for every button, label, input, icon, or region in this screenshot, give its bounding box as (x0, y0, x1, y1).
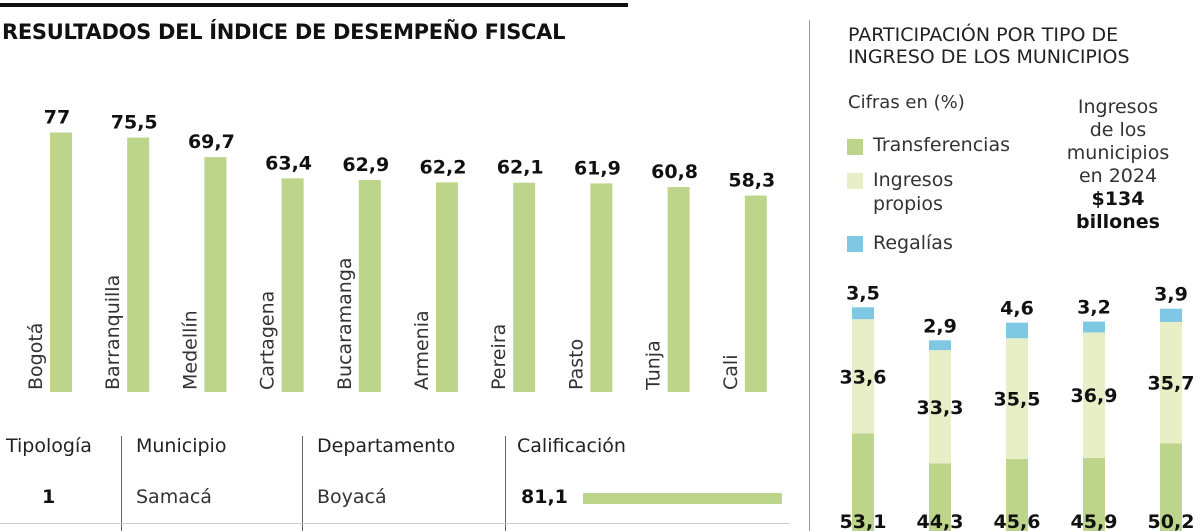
bar-value-label: 60,8 (651, 161, 698, 183)
category-label: Bucaramanga (334, 257, 356, 390)
stacked-segment-ingresos-propios (1083, 332, 1105, 458)
segment-value-label: 53,1 (840, 511, 887, 531)
stacked-segment-ingresos-propios (852, 319, 874, 434)
note-amount: $134 (1091, 188, 1145, 210)
segment-value-label: 36,9 (1071, 385, 1118, 407)
bar-value-label: 61,9 (574, 157, 621, 179)
right-chart-title: PARTICIPACIÓN POR TIPO DE INGRESO DE LOS… (848, 24, 1130, 68)
segment-value-label: 33,6 (840, 366, 887, 388)
segment-value-label: 3,9 (1154, 284, 1188, 306)
right-title-line2: INGRESO DE LOS MUNICIPIOS (848, 46, 1130, 68)
bar-bucaramanga (358, 180, 381, 392)
row-tipologia: 1 (42, 486, 56, 508)
bar-value-label: 69,7 (188, 131, 235, 153)
bar-value-label: 62,9 (342, 154, 389, 176)
bar-cali (744, 195, 767, 392)
legend-swatch-regalias (847, 236, 863, 252)
segment-value-label: 44,3 (917, 511, 964, 531)
bar-pasto (590, 183, 613, 392)
stacked-segment-ingresos-propios (1006, 338, 1028, 459)
note-line: de los (1089, 119, 1147, 141)
bar-pereira (513, 182, 536, 392)
category-label: Armenia (411, 310, 433, 390)
segment-value-label: 33,3 (917, 397, 964, 419)
row-departamento: Boyacá (317, 486, 387, 508)
segment-value-label: 2,9 (923, 315, 957, 337)
stacked-segment-regalías (852, 307, 874, 320)
segment-value-label: 35,7 (1148, 373, 1195, 395)
row-calificacion: 81,1 (521, 486, 568, 508)
legend-label-ingresos-propios: Ingresos propios (873, 169, 954, 215)
category-label: Cartagena (257, 291, 279, 390)
bar-bogotá (50, 132, 72, 392)
category-label: Pereira (488, 324, 510, 390)
segment-value-label: 3,5 (846, 282, 880, 304)
table-header-calificacion: Calificación (517, 435, 626, 457)
legend-swatch-ingresos-propios (847, 173, 863, 189)
row-municipio: Samacá (136, 486, 212, 508)
table-header-departamento: Departamento (317, 435, 456, 457)
bar-barranquilla (127, 137, 150, 392)
segment-value-label: 3,2 (1077, 297, 1111, 319)
segment-value-label: 50,2 (1148, 511, 1195, 531)
bar-value-label: 58,3 (728, 170, 775, 192)
note-unit: billones (1076, 211, 1160, 233)
note-line: Ingresos (1077, 96, 1159, 118)
legend-label-transferencias: Transferencias (873, 134, 1010, 156)
category-label: Cali (720, 355, 742, 390)
stacked-segment-transferencias (1160, 443, 1182, 531)
category-label: Bogotá (25, 323, 47, 390)
stacked-segment-regalías (929, 340, 951, 351)
bar-value-label: 75,5 (111, 112, 158, 134)
note-line: en 2024 (1078, 165, 1158, 187)
category-label: Tunja (643, 340, 665, 391)
segment-value-label: 35,5 (994, 389, 1041, 411)
category-label: Medellín (179, 310, 201, 390)
bar-value-label: 63,4 (265, 152, 312, 174)
table-row-divider (0, 523, 790, 524)
bar-medellín (204, 157, 227, 392)
bar-cartagena (281, 178, 304, 392)
stacked-segment-ingresos-propios (1160, 321, 1182, 444)
bar-value-label: 62,1 (497, 157, 544, 179)
total-income-note: Ingresos de los municipios en 2024 $134 … (1055, 96, 1181, 234)
table-header-municipio: Municipio (136, 435, 227, 457)
row-score-bar (583, 493, 782, 504)
segment-value-label: 45,6 (994, 511, 1041, 531)
table-header-tipologia: Tipología (6, 435, 92, 457)
stacked-segment-regalías (1160, 308, 1182, 322)
legend-label-regalias: Regalías (873, 232, 953, 254)
right-title-line1: PARTICIPACIÓN POR TIPO DE (848, 24, 1119, 46)
bar-tunja (667, 187, 690, 392)
legend-swatch-transferencias (847, 139, 863, 155)
table-separator (505, 436, 506, 531)
stacked-segment-transferencias (929, 463, 951, 531)
stacked-segment-regalías (1006, 322, 1028, 339)
stacked-segment-regalías (1083, 321, 1105, 333)
stacked-segment-transferencias (852, 433, 874, 531)
note-line: municipios (1066, 142, 1170, 164)
table-separator (121, 436, 122, 531)
left-chart-title: RESULTADOS DEL ÍNDICE DE DESEMPEÑO FISCA… (2, 20, 566, 44)
stacked-segment-ingresos-propios (929, 350, 951, 464)
table-separator (302, 436, 303, 531)
category-label: Barranquilla (102, 275, 124, 390)
units-note: Cifras en (%) (848, 92, 965, 113)
bar-value-label: 62,2 (420, 156, 467, 178)
stacked-segment-transferencias (1006, 458, 1028, 531)
bar-value-label: 77 (44, 107, 70, 129)
category-label: Pasto (565, 339, 587, 390)
bar-armenia (436, 182, 458, 392)
segment-value-label: 45,9 (1071, 511, 1118, 531)
top-rule (0, 3, 628, 7)
segment-value-label: 4,6 (1000, 298, 1034, 320)
stacked-segment-transferencias (1083, 457, 1105, 531)
column-divider (809, 20, 810, 531)
